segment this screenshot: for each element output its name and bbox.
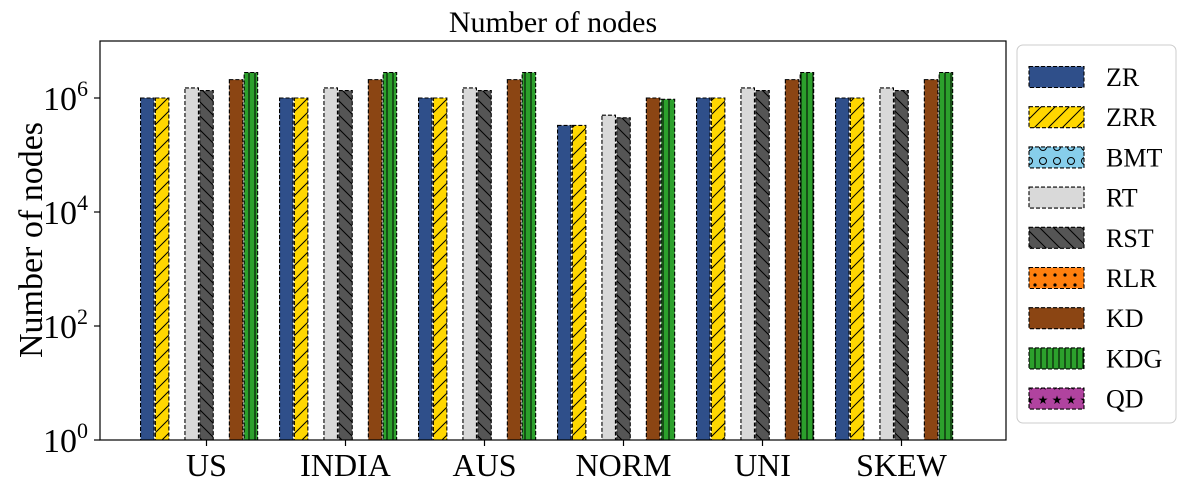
bar-hatch-skew-rst — [894, 90, 909, 440]
legend-swatch-edge-kd — [1028, 307, 1085, 330]
x-tick-label-aus: AUS — [452, 447, 516, 483]
bar-hatch-aus-zrr — [433, 98, 447, 440]
y-axis-label: Number of nodes — [13, 122, 50, 358]
legend-label-zrr: ZRR — [1106, 103, 1157, 132]
legend-swatch-edge-zr — [1028, 65, 1085, 89]
legend-swatch-edge-bmt — [1028, 146, 1085, 169]
x-tick-label-skew: SKEW — [856, 447, 947, 483]
legend-swatch-kd — [1029, 307, 1084, 329]
legend-label-zr: ZR — [1106, 63, 1140, 92]
y-tick-exponent: 0 — [77, 418, 88, 443]
bar-us-zr — [140, 98, 155, 440]
y-tick-base: 10 — [43, 81, 77, 118]
y-tick-base: 10 — [43, 309, 77, 346]
legend-swatch-edge-rlr — [1028, 266, 1085, 290]
y-tick-exponent: 2 — [77, 304, 88, 329]
bar-hatch-norm-kdg — [661, 99, 675, 441]
legend-swatch-hatch-rlr — [1029, 267, 1084, 289]
legend: ZR ZRR BMT RT RST RLR KD KDG QD — [1016, 44, 1177, 424]
y-tick-base: 10 — [43, 423, 77, 460]
bar-hatch-us-kdg — [244, 72, 258, 440]
legend-swatch-hatch-rst — [1029, 227, 1084, 249]
bar-india-rt — [323, 87, 338, 440]
bars-layer — [140, 71, 954, 441]
x-ticks: US INDIA AUS NORM UNI SKEW — [186, 440, 948, 483]
bar-edge-norm-zrr — [571, 124, 587, 441]
legend-label-rt: RT — [1106, 184, 1138, 213]
bar-skew-rt — [879, 87, 894, 440]
legend-swatch-edge-zrr — [1028, 106, 1085, 129]
y-tick-label: 102 — [43, 304, 88, 346]
bar-hatch-uni-zrr — [711, 98, 725, 440]
bar-norm-rt — [601, 115, 616, 441]
bar-us-kd — [229, 79, 243, 441]
bar-skew-kd — [924, 79, 938, 441]
bar-us-rt — [184, 87, 199, 440]
legend-swatch-rt — [1029, 187, 1084, 209]
x-tick-label-uni: UNI — [734, 447, 791, 483]
bar-india-kd — [368, 79, 382, 441]
legend-swatch-hatch-qd — [1029, 388, 1084, 410]
x-tick-label-india: INDIA — [300, 447, 391, 483]
bar-hatch-uni-kdg — [800, 72, 814, 440]
legend-swatch-hatch-bmt — [1029, 146, 1084, 168]
legend-swatch-edge-rt — [1028, 186, 1085, 209]
legend-swatch-edge-kdg — [1028, 347, 1085, 370]
bar-skew-zr — [835, 98, 850, 440]
y-tick-base: 10 — [43, 195, 77, 232]
legend-swatch-hatch-zrr — [1029, 106, 1084, 128]
bar-aus-rt — [462, 87, 477, 440]
legend-swatch-hatch-kdg — [1029, 347, 1084, 369]
x-tick-label-norm: NORM — [575, 447, 671, 483]
bar-india-zr — [279, 98, 294, 440]
bar-hatch-india-kdg — [383, 72, 397, 440]
bar-hatch-us-zrr — [155, 98, 169, 440]
bar-hatch-skew-kdg — [939, 72, 953, 440]
legend-label-kd: KD — [1106, 304, 1144, 333]
bar-hatch-aus-rst — [477, 90, 492, 440]
bar-uni-zr — [696, 98, 711, 440]
x-tick-label-us: US — [186, 447, 227, 483]
bar-hatch-skew-zrr — [850, 98, 864, 440]
y-tick-exponent: 4 — [77, 190, 88, 215]
bar-hatch-aus-kdg — [522, 72, 536, 440]
bar-uni-rt — [740, 87, 755, 440]
legend-label-qd: QD — [1106, 385, 1144, 414]
legend-label-bmt: BMT — [1106, 143, 1162, 172]
bar-hatch-india-zrr — [294, 98, 308, 440]
bar-hatch-norm-rst — [616, 117, 631, 441]
y-tick-label: 100 — [43, 418, 88, 460]
bar-norm-zr — [557, 125, 572, 440]
legend-label-kdg: KDG — [1106, 344, 1162, 373]
bar-norm-kd — [646, 98, 660, 440]
y-tick-label: 104 — [43, 190, 88, 232]
y-tick-label: 106 — [43, 76, 88, 118]
chart-title: Number of nodes — [449, 6, 657, 39]
bar-aus-kd — [507, 79, 521, 441]
bar-uni-kd — [785, 79, 799, 441]
legend-label-rst: RST — [1106, 224, 1154, 253]
plot-frame — [99, 40, 1007, 441]
y-tick-exponent: 6 — [77, 76, 88, 101]
legend-swatch-edge-qd — [1028, 387, 1085, 410]
legend-label-rlr: RLR — [1106, 264, 1157, 293]
bar-hatch-uni-rst — [755, 90, 770, 440]
bar-hatch-india-rst — [338, 90, 353, 440]
legend-swatch-edge-rst — [1028, 226, 1085, 249]
bar-edge-norm-zr — [556, 124, 572, 441]
legend-swatch-zr — [1029, 66, 1084, 88]
bar-hatch-norm-zrr — [572, 125, 586, 440]
bar-aus-zr — [418, 98, 433, 440]
bar-hatch-us-rst — [199, 90, 214, 440]
